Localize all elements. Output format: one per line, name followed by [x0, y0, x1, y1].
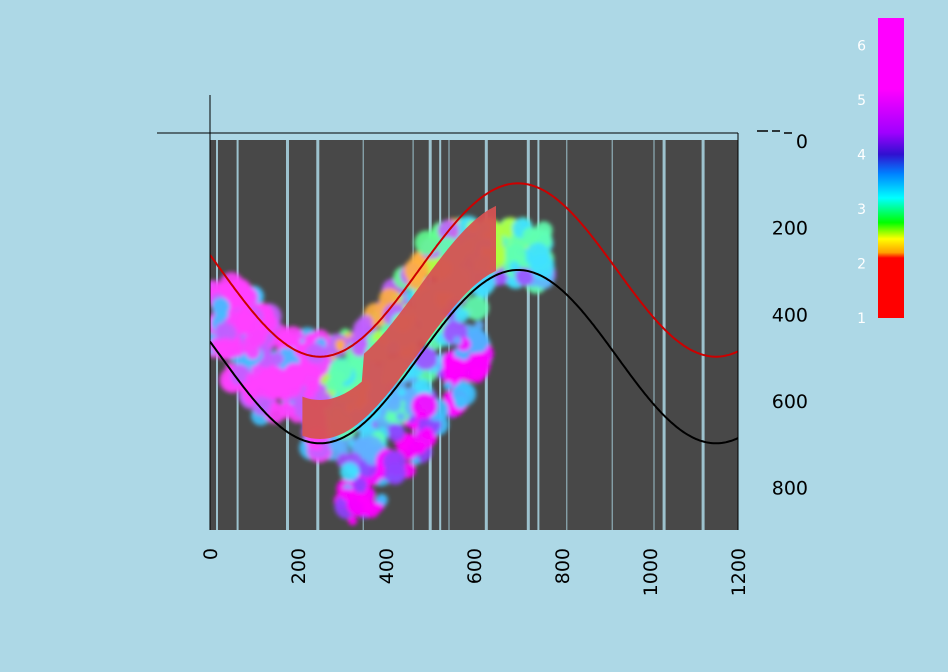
plume-blob-834 [211, 297, 230, 316]
plume-blob-800 [340, 462, 360, 482]
plume-blob-187 [474, 320, 484, 331]
layer-core-fill [302, 205, 496, 439]
plume-blob-887 [475, 365, 489, 378]
colorbar-tick-1: 1 [857, 311, 866, 327]
plume-blob-671 [232, 282, 250, 300]
plume-blob-813 [347, 516, 358, 526]
axes [157, 95, 792, 530]
plume-blob-858 [509, 261, 520, 272]
plume-blob-748 [363, 448, 377, 461]
y-tick-labels: 0 200 400 600 800 [772, 131, 808, 500]
plume-blob-874 [346, 492, 371, 517]
x-tick-600: 600 [464, 548, 486, 584]
upper-boundary-line [210, 182, 738, 358]
plume-blob-829 [358, 315, 373, 330]
plume-blob-839 [238, 300, 252, 313]
x-tick-200: 200 [288, 548, 310, 584]
plume-blob-898 [270, 352, 284, 366]
plume-blob-892 [214, 338, 237, 360]
y-tick-200: 200 [772, 218, 808, 240]
plume-blob-855 [218, 282, 233, 297]
plume-blob-828 [505, 245, 527, 266]
x-tick-0: 0 [200, 548, 222, 560]
plume-blob-685 [421, 427, 434, 440]
plume-blob-766 [414, 230, 440, 256]
plume-blob-866 [335, 339, 346, 349]
plume-blob-888 [442, 357, 468, 383]
x-tick-1000: 1000 [640, 548, 662, 596]
plume-blob-831 [352, 477, 368, 492]
colorbar-tick-4: 4 [857, 147, 866, 163]
plume-blob-897 [385, 396, 402, 413]
colorbar-tick-labels: 1 2 3 4 5 6 [857, 38, 866, 327]
plume-blob-876 [245, 345, 260, 360]
plume-blob-878 [396, 412, 405, 421]
plume-blob-895 [305, 343, 326, 364]
x-tick-1200: 1200 [728, 548, 750, 596]
stripe-16 [701, 140, 705, 530]
plume-blob-835 [235, 309, 261, 334]
y-tick-0: 0 [796, 131, 808, 153]
x-tick-800: 800 [552, 548, 574, 584]
plume-blob-793 [464, 295, 489, 321]
plume-blob-525 [405, 387, 417, 399]
stripe-14 [653, 140, 655, 530]
plume-blob-368 [375, 493, 388, 506]
plume-blob-899 [522, 227, 540, 245]
plume-blob-844 [453, 336, 463, 346]
colorbar: 1 2 3 4 5 6 [857, 18, 904, 327]
stripe-15 [662, 140, 666, 530]
y-tick-600: 600 [772, 391, 808, 413]
stripe-10 [526, 140, 530, 530]
plume-blob-754 [245, 372, 260, 387]
colorbar-tick-6: 6 [857, 38, 866, 54]
y-tick-800: 800 [772, 478, 808, 500]
plume-blob-871 [328, 359, 353, 383]
plume-blob-842 [264, 368, 289, 393]
plume-blob-364 [386, 423, 405, 442]
colorbar-tick-5: 5 [857, 93, 866, 109]
plume-blob-721 [397, 388, 406, 397]
stripe-12 [566, 140, 568, 530]
plume-blob-868 [413, 346, 438, 371]
lower-boundary-line [210, 269, 738, 445]
plume-blob-886 [413, 441, 427, 455]
plume-blob-774 [382, 450, 406, 474]
plume-blob-890 [515, 268, 534, 286]
plume-blob-875 [251, 396, 272, 416]
colorbar-tick-2: 2 [857, 256, 866, 272]
stripe-11 [537, 140, 540, 530]
plot-area [210, 140, 738, 530]
plume-blob-745 [279, 402, 295, 419]
stripe-13 [611, 140, 613, 530]
layer-band [210, 182, 738, 445]
x-tick-400: 400 [376, 548, 398, 584]
plume-blob-843 [216, 322, 237, 344]
plume-blob-838 [374, 503, 384, 513]
colorbar-bar [878, 18, 904, 318]
plume-blob-865 [411, 393, 438, 419]
x-tick-labels: 0 200 400 600 800 1000 1200 [200, 548, 750, 596]
plume-blob-848 [454, 308, 469, 323]
plume-blob-872 [451, 381, 477, 407]
colorbar-tick-3: 3 [857, 202, 866, 218]
plume-blob-767 [443, 381, 453, 391]
plume-blob-769 [405, 433, 417, 445]
y-tick-400: 400 [772, 304, 808, 326]
plume-blob-814 [525, 242, 550, 268]
